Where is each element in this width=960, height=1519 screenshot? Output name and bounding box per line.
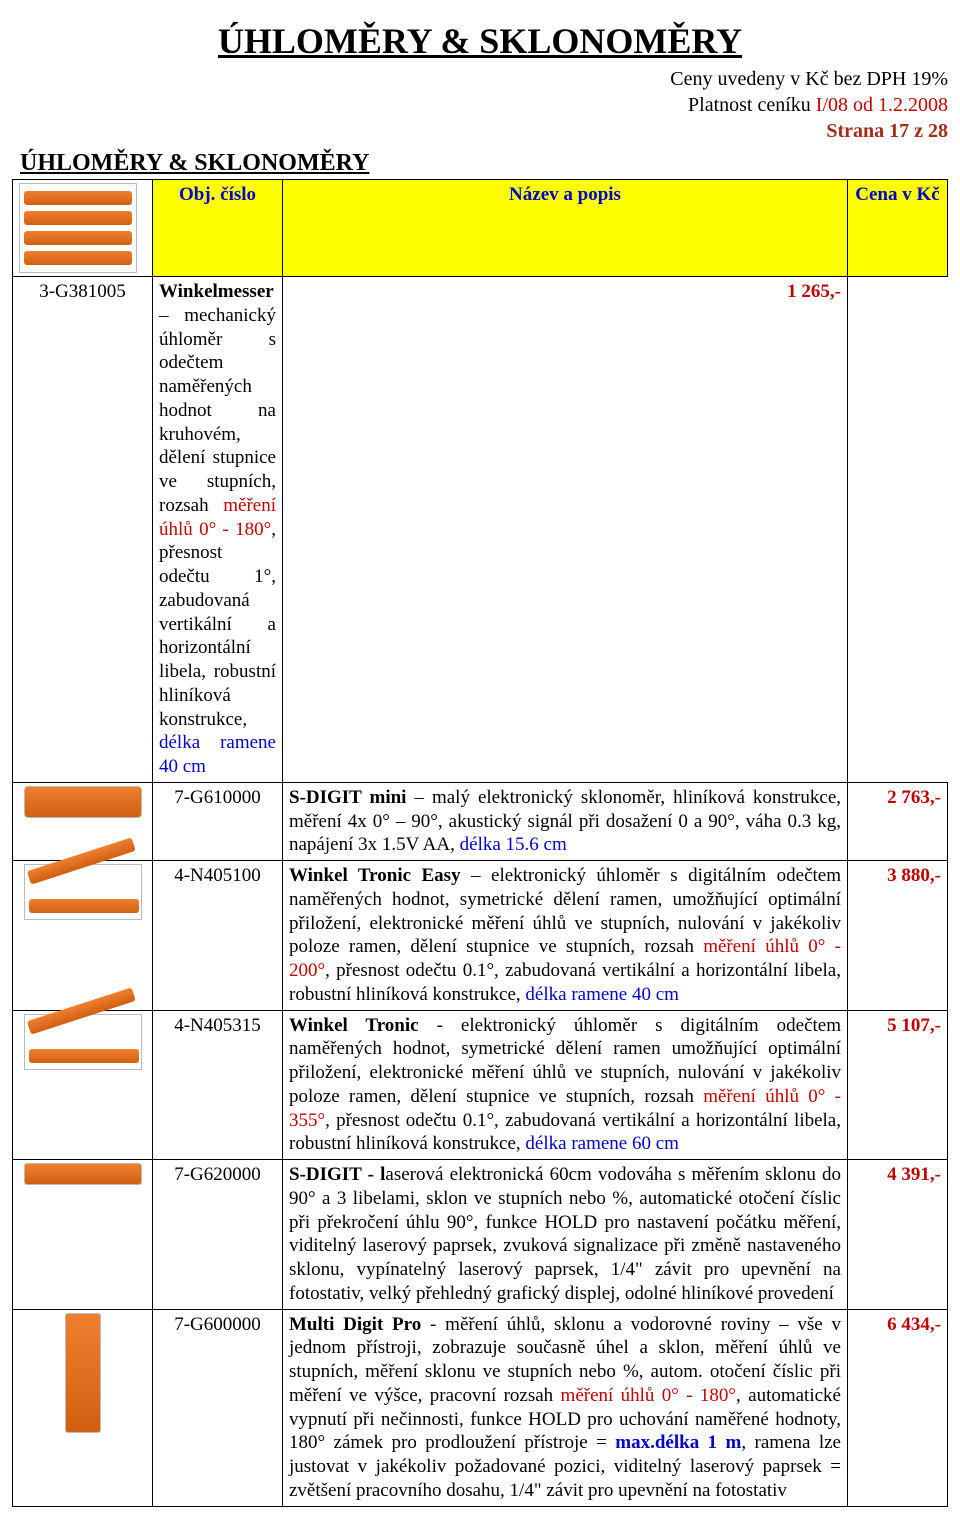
- meta-line-2-prefix: Platnost ceníku: [688, 94, 816, 116]
- meta-block: Ceny uvedeny v Kč bez DPH 19% Platnost c…: [12, 66, 948, 144]
- page-title: ÚHLOMĚRY & SKLONOMĚRY: [12, 20, 948, 62]
- product-price: 5 107,-: [848, 1010, 948, 1160]
- header-image-cell: [13, 180, 153, 277]
- product-price: 1 265,-: [283, 277, 848, 783]
- meta-line-1: Ceny uvedeny v Kč bez DPH 19%: [12, 66, 948, 92]
- product-price: 6 434,-: [848, 1309, 948, 1506]
- product-thumb-cell: [13, 1309, 153, 1506]
- product-description: Winkel Tronic - elektronický úhloměr s d…: [283, 1010, 848, 1160]
- product-description: Winkel Tronic Easy – elektronický úhlomě…: [283, 861, 848, 1011]
- desc-fragment: délka ramene 40 cm: [525, 984, 679, 1005]
- product-code: 4-N405100: [153, 861, 283, 1011]
- product-description: S-DIGIT - laserová elektronická 60cm vod…: [283, 1160, 848, 1310]
- table-header-row: Obj. číslo Název a popis Cena v Kč: [13, 180, 948, 277]
- table-row: 3-G381005Winkelmesser – mechanický úhlom…: [13, 277, 948, 783]
- table-row: 7-G600000Multi Digit Pro - měření úhlů, …: [13, 1309, 948, 1506]
- product-code: 4-N405315: [153, 1010, 283, 1160]
- table-row: 4-N405100Winkel Tronic Easy – elektronic…: [13, 861, 948, 1011]
- product-price: 4 391,-: [848, 1160, 948, 1310]
- meta-line-2: Platnost ceníku I/08 od 1.2.2008: [12, 92, 948, 118]
- desc-fragment: Winkelmesser: [159, 281, 274, 302]
- table-row: 7-G610000S-DIGIT mini – malý elektronick…: [13, 782, 948, 860]
- product-code: 3-G381005: [13, 277, 153, 783]
- product-code: 7-G600000: [153, 1309, 283, 1506]
- product-price: 2 763,-: [848, 782, 948, 860]
- product-thumb: [24, 1014, 142, 1070]
- section-title: ÚHLOMĚRY & SKLONOMĚRY: [20, 150, 948, 177]
- desc-fragment: délka ramene 40 cm: [159, 732, 276, 777]
- product-price: 3 880,-: [848, 861, 948, 1011]
- desc-fragment: délka 15.6 cm: [460, 834, 567, 855]
- product-description: S-DIGIT mini – malý elektronický sklonom…: [283, 782, 848, 860]
- meta-line-2-red: I/08 od 1.2.2008: [816, 94, 948, 116]
- desc-fragment: max.délka 1 m: [615, 1432, 741, 1453]
- desc-fragment: , přesnost odečtu 1°, zabudovaná vertiká…: [159, 519, 276, 730]
- product-thumb-cell: [13, 861, 153, 1011]
- table-row: 7-G620000S-DIGIT - laserová elektronická…: [13, 1160, 948, 1310]
- header-desc: Název a popis: [283, 180, 848, 277]
- desc-fragment: Winkel Tronic Easy: [289, 865, 461, 886]
- product-description: Winkelmesser – mechanický úhloměr s odeč…: [153, 277, 283, 783]
- desc-fragment: délka ramene 60 cm: [525, 1133, 679, 1154]
- product-thumb: [24, 786, 142, 818]
- desc-fragment: S-DIGIT mini: [289, 787, 406, 808]
- header-price: Cena v Kč: [848, 180, 948, 277]
- desc-fragment: S-DIGIT - l: [289, 1164, 385, 1185]
- desc-fragment: Multi Digit Pro: [289, 1314, 421, 1335]
- header-code: Obj. číslo: [153, 180, 283, 277]
- product-thumb-cell: [13, 1160, 153, 1310]
- desc-fragment: měření úhlů 0° - 180°: [561, 1385, 736, 1406]
- product-thumb: [24, 864, 142, 920]
- product-code: 7-G610000: [153, 782, 283, 860]
- header-product-thumb: [19, 183, 146, 273]
- meta-line-3: Strana 17 z 28: [12, 118, 948, 144]
- product-thumb-cell: [13, 1010, 153, 1160]
- desc-fragment: – mechanický úhloměr s odečtem naměřenýc…: [159, 305, 276, 516]
- catalog-table: Obj. číslo Název a popis Cena v Kč 3-G38…: [12, 179, 948, 1507]
- product-description: Multi Digit Pro - měření úhlů, sklonu a …: [283, 1309, 848, 1506]
- table-row: 4-N405315Winkel Tronic - elektronický úh…: [13, 1010, 948, 1160]
- product-thumb: [24, 1163, 142, 1185]
- desc-fragment: Winkel Tronic: [289, 1015, 419, 1036]
- product-code: 7-G620000: [153, 1160, 283, 1310]
- product-thumb: [65, 1313, 101, 1433]
